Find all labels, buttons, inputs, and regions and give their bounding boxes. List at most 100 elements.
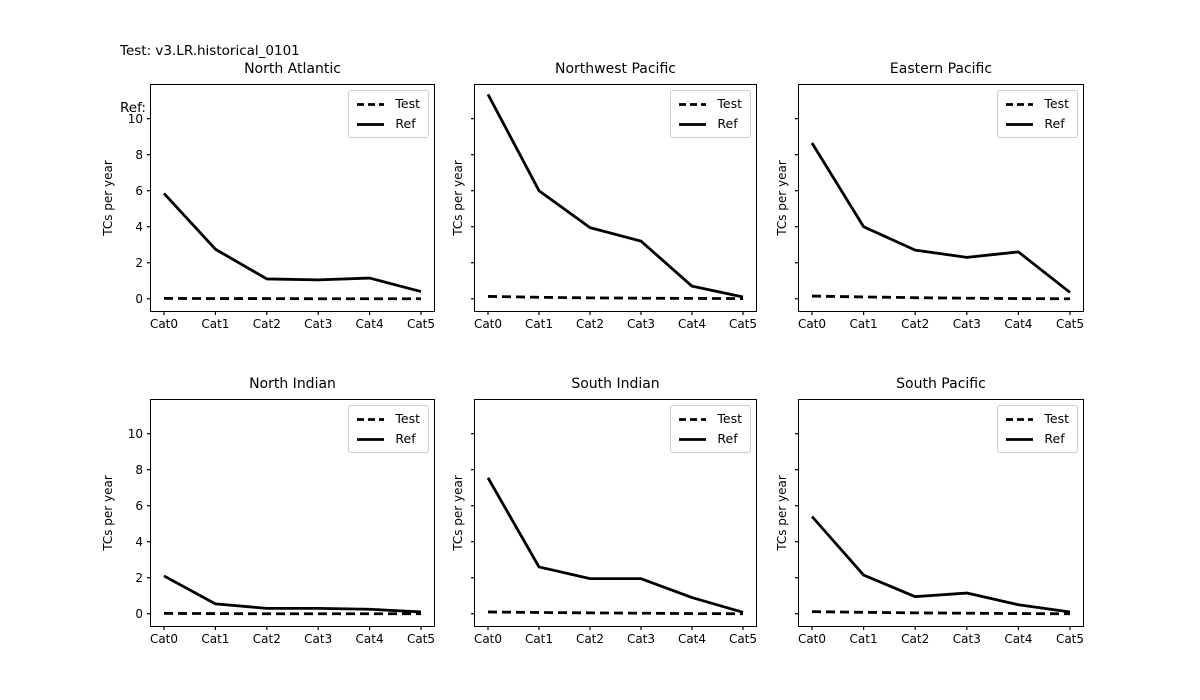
x-tick-label: Cat0 — [797, 317, 827, 331]
x-tick-label: Cat0 — [797, 632, 827, 646]
y-axis-label: TCs per year — [775, 475, 789, 551]
legend-label-ref: Ref — [1044, 116, 1065, 131]
panel-title: South Indian — [571, 376, 660, 392]
panel-north-atlantic: North Atlantic TCs per year 0 2 4 6 8 10 Cat0… — [101, 61, 435, 331]
x-tick-label: Cat1 — [524, 632, 554, 646]
legend-item-test: Test — [1006, 412, 1069, 426]
legend-label-test: Test — [717, 411, 742, 426]
x-tick-label: Cat5 — [1055, 632, 1085, 646]
x-tick-label: Cat3 — [304, 317, 333, 331]
x-tick-label: Cat4 — [1004, 317, 1033, 331]
x-tick-label: Cat1 — [201, 317, 230, 331]
dashed-line-sample — [357, 102, 385, 106]
panel-title: South Pacific — [896, 376, 986, 392]
legend-item-test: Test — [1006, 97, 1069, 111]
series-line-ref — [162, 192, 422, 293]
solid-line-sample — [357, 437, 385, 441]
solid-line-sample — [1006, 437, 1034, 441]
legend: Test Ref — [997, 405, 1078, 453]
legend-item-test: Test — [679, 412, 742, 426]
legend-item-test: Test — [357, 97, 420, 111]
y-tick-label: 6 — [135, 183, 143, 198]
legend-item-test: Test — [679, 97, 742, 111]
x-tick-label: Cat5 — [728, 632, 758, 646]
y-tick-label: 8 — [135, 147, 143, 162]
panel-title: North Atlantic — [244, 61, 341, 77]
series-line-ref — [810, 515, 1071, 614]
dashed-line-sample — [679, 102, 707, 106]
x-tick-label: Cat4 — [677, 317, 707, 331]
legend-label-test: Test — [395, 411, 420, 426]
x-tick-label: Cat2 — [575, 632, 605, 646]
y-axis-label: TCs per year — [451, 475, 465, 551]
x-tick-label: Cat4 — [1004, 632, 1033, 646]
dashed-line-sample — [679, 417, 707, 421]
x-tick-label: Cat5 — [406, 317, 436, 331]
legend-label-ref: Ref — [395, 116, 416, 131]
legend-item-ref: Ref — [357, 432, 420, 446]
y-tick-label: 0 — [135, 291, 143, 306]
legend-label-test: Test — [717, 96, 742, 111]
y-tick-label: 4 — [135, 219, 143, 234]
legend-item-ref: Ref — [357, 117, 420, 131]
x-tick-label: Cat0 — [473, 317, 503, 331]
series-line-ref — [810, 142, 1071, 294]
legend-label-ref: Ref — [717, 431, 738, 446]
solid-line-sample — [679, 437, 707, 441]
x-tick-label: Cat1 — [849, 632, 878, 646]
panel-eastern-pacific: Eastern Pacific TCs per year Cat0 Cat1 Cat… — [775, 61, 1084, 331]
plot-area — [147, 118, 422, 315]
x-tick-label: Cat1 — [524, 317, 554, 331]
y-tick-label: 2 — [135, 255, 143, 270]
legend-item-test: Test — [357, 412, 420, 426]
series-line-ref — [486, 477, 744, 614]
series-line-ref — [163, 574, 422, 614]
legend: Test Ref — [997, 90, 1078, 138]
legend: Test Ref — [348, 90, 429, 138]
x-tick-label: Cat5 — [1055, 317, 1085, 331]
series-line-ref — [486, 93, 744, 299]
x-tick-label: Cat3 — [304, 632, 333, 646]
series-line-test — [487, 295, 744, 300]
legend-label-ref: Ref — [395, 431, 416, 446]
x-tick-label: Cat2 — [901, 317, 930, 331]
x-tick-label: Cat1 — [849, 317, 878, 331]
legend-item-ref: Ref — [679, 117, 742, 131]
x-tick-label: Cat5 — [728, 317, 758, 331]
plot-area — [147, 433, 422, 630]
panel-title: Eastern Pacific — [889, 61, 993, 77]
y-tick-label: 6 — [135, 498, 143, 513]
y-tick-label: 4 — [135, 534, 143, 549]
x-tick-label: Cat0 — [149, 632, 179, 646]
series-line-test — [811, 610, 1071, 616]
x-tick-label: Cat5 — [406, 632, 436, 646]
x-tick-label: Cat4 — [677, 632, 707, 646]
panel-northwest-pacific: Northwest Pacific TCs per year Cat0 Cat1 C… — [451, 61, 757, 331]
legend-label-test: Test — [1044, 411, 1069, 426]
y-axis-label: TCs per year — [775, 160, 789, 236]
y-tick-label: 2 — [135, 570, 143, 585]
solid-line-sample — [1006, 122, 1034, 126]
x-tick-label: Cat3 — [952, 632, 981, 646]
dashed-line-sample — [357, 417, 385, 421]
dashed-line-sample — [1006, 102, 1034, 106]
panel-south-pacific: South Pacific TCs per year Cat0 Cat1 Cat2 C… — [775, 376, 1084, 646]
x-tick-label: Cat4 — [355, 632, 384, 646]
series-line-test — [811, 294, 1071, 301]
x-tick-label: Cat4 — [355, 317, 384, 331]
legend-item-ref: Ref — [1006, 117, 1069, 131]
panel-title: North Indian — [249, 376, 336, 392]
x-tick-label: Cat2 — [575, 317, 605, 331]
legend: Test Ref — [670, 90, 751, 138]
y-axis-label: TCs per year — [451, 160, 465, 236]
y-tick-label: 10 — [127, 111, 143, 126]
dashed-line-sample — [1006, 417, 1034, 421]
legend-label-test: Test — [395, 96, 420, 111]
solid-line-sample — [357, 122, 385, 126]
plot-area — [795, 433, 1071, 630]
legend: Test Ref — [670, 405, 751, 453]
x-tick-label: Cat3 — [952, 317, 981, 331]
x-tick-label: Cat0 — [149, 317, 179, 331]
y-tick-label: 0 — [135, 606, 143, 621]
